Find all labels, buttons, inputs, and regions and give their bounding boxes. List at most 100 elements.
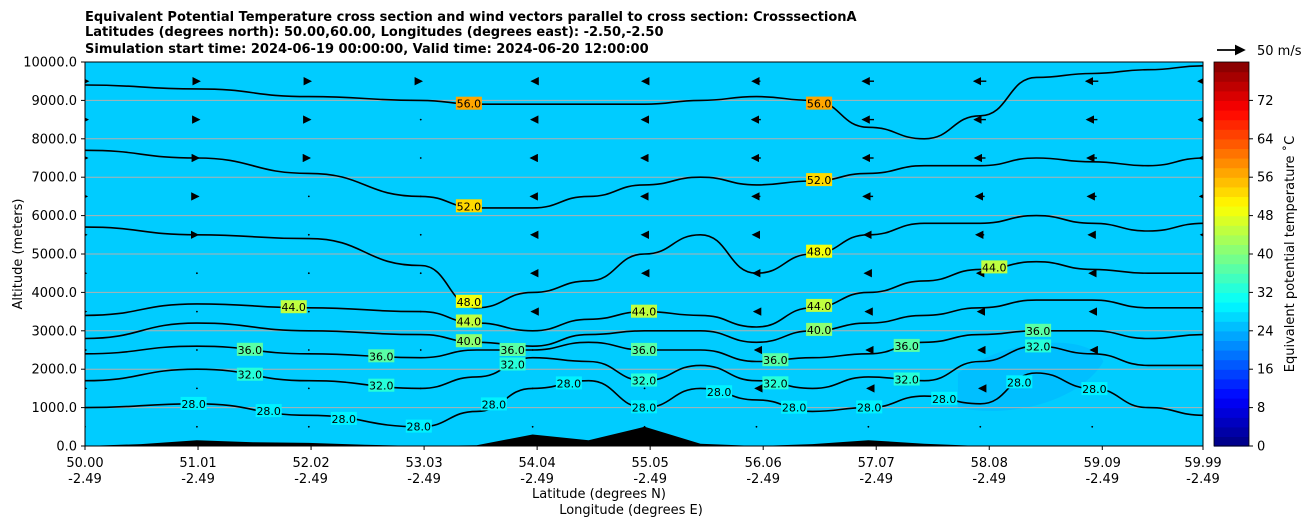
contour-label: 48.0: [807, 246, 832, 259]
x-tick-lon: -2.49: [520, 472, 554, 487]
contour-label: 32.0: [763, 377, 788, 390]
contour-label: 40.0: [807, 324, 832, 337]
contour-label: 44.0: [632, 306, 657, 319]
colorbar-segment: [1214, 263, 1249, 274]
y-tick-label: 6000.0: [32, 209, 78, 224]
contour-label-bg: [893, 338, 920, 352]
wind-vector: [643, 425, 646, 428]
contour-label: 36.0: [632, 344, 657, 357]
colorbar-label: Equivalent potential temperature ˚C: [1282, 136, 1298, 372]
wind-vector: [419, 272, 422, 275]
contour-label-bg: [893, 372, 920, 386]
x-tick-lon: -2.49: [633, 472, 667, 487]
colorbar-tick-label: 16: [1257, 363, 1274, 378]
colorbar-segment: [1214, 100, 1249, 111]
contour-label-bg: [781, 400, 808, 414]
colorbar: 0 8 16 24 32 40 48 56 64 72: [1213, 61, 1274, 455]
colorbar-segment: [1214, 71, 1249, 82]
y-tick-label: 3000.0: [32, 324, 78, 339]
contour-label: 36.0: [238, 344, 263, 357]
x-tick-lon: -2.49: [294, 472, 328, 487]
contour-label: 32.0: [1026, 340, 1051, 353]
contour-label-bg: [631, 342, 657, 356]
contour-label-bg: [499, 343, 526, 356]
colorbar-segment: [1214, 244, 1249, 255]
contour-label-bg: [806, 322, 833, 336]
colorbar-segment: [1214, 206, 1249, 217]
contour-labels: 56.0 56.0 52.0 52.0 48.0 48.0 44.0 44.0 44.0 44.0…: [180, 96, 1108, 434]
colorbar-segment: [1214, 330, 1249, 341]
chart-title-line-3: Simulation start time: 2024-06-19 00:00:…: [85, 42, 649, 57]
x-tick-lat: 54.04: [519, 456, 556, 471]
colorbar-segment: [1214, 282, 1249, 293]
colorbar-segment: [1214, 369, 1249, 380]
colorbar-segment: [1214, 186, 1249, 197]
contour-label-bg: [405, 419, 432, 433]
contour-label-bg: [762, 353, 789, 367]
wind-vector: [307, 272, 310, 275]
x-tick-lon: -2.49: [1085, 472, 1119, 487]
contour-52: [85, 149, 1203, 209]
wind-vectors: [85, 76, 1203, 428]
colorbar-segment: [1214, 436, 1249, 447]
contour-label-bg: [480, 397, 507, 411]
wind-vector: [419, 195, 422, 198]
wind-vector: [419, 387, 422, 390]
contour-label: 56.0: [807, 98, 832, 111]
y-tick-label: 7000.0: [32, 171, 78, 186]
contour-label-bg: [931, 391, 958, 405]
contour-label-bg: [1006, 375, 1033, 389]
colorbar-tick-label: 72: [1257, 94, 1274, 109]
contour-48: [85, 214, 1203, 309]
contour-label: 28.0: [1082, 383, 1107, 396]
colorbar-tick-label: 48: [1257, 209, 1274, 224]
contour-label-bg: [555, 376, 582, 390]
contour-label-bg: [455, 199, 482, 213]
x-tick-lat: 51.01: [179, 456, 216, 471]
contour-label: 28.0: [557, 377, 582, 390]
colorbar-tick-label: 56: [1257, 171, 1274, 186]
contour-label: 28.0: [332, 413, 357, 426]
wind-vector: [307, 195, 310, 198]
colorbar-segment: [1214, 129, 1249, 140]
colorbar-segment: [1214, 378, 1249, 389]
colorbar-segment: [1214, 110, 1249, 121]
wind-vector: [196, 349, 198, 351]
colorbar-segment: [1214, 81, 1249, 92]
x-tick-lon: -2.49: [1186, 472, 1220, 487]
contour-label-bg: [631, 304, 657, 318]
contour-label-bg: [806, 244, 833, 258]
contour-label: 44.0: [457, 316, 482, 329]
colorbar-segment: [1214, 340, 1249, 351]
wind-vector: [531, 425, 534, 428]
contour-label-bg: [255, 404, 282, 418]
colorbar-segment: [1214, 119, 1249, 130]
colorbar-segment: [1214, 90, 1249, 101]
wind-vector: [307, 349, 310, 351]
contour-label: 56.0: [457, 98, 482, 111]
contour-label-bg: [455, 314, 482, 328]
colorbar-tick-label: 64: [1257, 132, 1274, 147]
chart-title-line-1: Equivalent Potential Temperature cross s…: [85, 10, 857, 25]
contour-label-bg: [631, 373, 657, 387]
colorbar-segment: [1214, 225, 1249, 236]
contour-label-bg: [180, 396, 207, 410]
contour-label-bg: [236, 342, 263, 356]
contour-label-bg: [455, 334, 482, 348]
colorbar-segment: [1214, 254, 1249, 265]
contour-label: 36.0: [1026, 325, 1051, 338]
wind-vector: [419, 118, 422, 121]
terrain: [85, 426, 1203, 446]
contour-label-bg: [806, 173, 833, 187]
y-axis: 0.0 1000.0 2000.0 3000.0 4000.0 5000.0 6000.0 7…: [23, 56, 85, 455]
colorbar-segment: [1214, 426, 1249, 437]
contour-label-bg: [499, 357, 526, 371]
wind-vector: [1091, 425, 1094, 428]
wind-vector: [196, 272, 198, 275]
contour-label-bg: [806, 298, 833, 312]
colorbar-segment: [1214, 62, 1249, 73]
colorbar-segment: [1214, 167, 1249, 178]
x-tick-lat: 52.02: [292, 456, 329, 471]
contour-label: 28.0: [632, 401, 657, 414]
contour-label-bg: [455, 294, 482, 308]
